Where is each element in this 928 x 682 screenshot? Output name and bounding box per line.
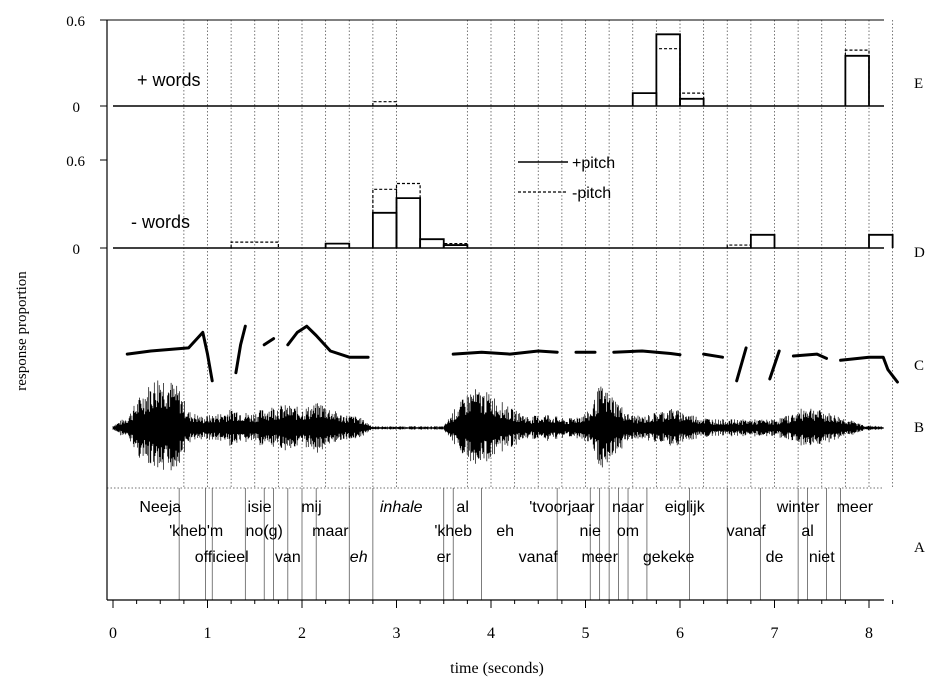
transcription-word: Neeja (139, 499, 181, 516)
pitch-segment (262, 337, 276, 347)
panel-d-ytick-top: 0.6 (66, 154, 85, 170)
bin-minus-pitch (372, 188, 398, 248)
bin-minus-pitch (372, 101, 398, 106)
bin-plus-pitch (868, 233, 894, 248)
transcription-word: gekeke (643, 549, 695, 566)
transcription-word: van (275, 549, 301, 566)
legend-minus-pitch: -pitch (572, 185, 611, 202)
panel-d-ytick-zero: 0 (73, 242, 81, 258)
x-tick-label: 7 (771, 625, 779, 642)
pitch-segment (451, 349, 559, 356)
pitch-segment (768, 349, 781, 381)
transcription-word: de (766, 549, 784, 566)
x-tick-label: 6 (676, 625, 684, 642)
y-axis-label: response proportion (14, 271, 30, 391)
panel-label-d: D (914, 245, 925, 261)
bin-plus-pitch (749, 233, 776, 248)
legend-plus-pitch: +pitch (572, 155, 615, 172)
transcription-word: meer (581, 549, 618, 566)
transcription-word: isie (247, 499, 271, 516)
pitch-segment (286, 324, 370, 359)
transcription-word: er (437, 549, 452, 566)
bin-minus-pitch (726, 244, 752, 248)
transcription-word: om (617, 523, 639, 540)
transcription-word: inhale (380, 499, 423, 516)
x-tick-label: 2 (298, 625, 306, 642)
transcription-word: vanaf (727, 523, 767, 540)
x-tick-label: 1 (204, 625, 212, 642)
waveform-trace (112, 380, 883, 471)
transcription-word: al (801, 523, 813, 540)
pitch-segment (612, 349, 682, 357)
transcription-word: 'kheb'm (169, 523, 223, 540)
transcription-word: al (456, 499, 468, 516)
transcription-word: no(g) (246, 523, 283, 540)
bin-plus-pitch (419, 238, 445, 248)
transcription-word: nie (580, 523, 601, 540)
panel-e-ytick-zero: 0 (73, 100, 81, 116)
transcription-word: eiglijk (665, 499, 706, 516)
transcription-word: mij (301, 499, 321, 516)
x-tick-label: 8 (865, 625, 873, 642)
panel-label-b: B (914, 420, 924, 436)
panel-d-title: - words (131, 212, 190, 232)
transcription-word: eh (496, 523, 514, 540)
transcription-word: 'tvoorjaar (529, 499, 595, 516)
panel-label-c: C (914, 358, 924, 374)
axes: 0 1 2 3 4 5 6 7 8 (100, 19, 894, 642)
pitch-segment (735, 346, 748, 383)
transcription-word: maar (312, 523, 349, 540)
pitch-segment (839, 355, 899, 384)
panel-e-ytick-top: 0.6 (66, 14, 85, 30)
waveform (112, 380, 884, 471)
bin-minus-pitch (395, 182, 421, 248)
pitch-segment (125, 330, 214, 383)
transcription: Neeja 'kheb'm officieel isie no(g) van mij maar… (139, 499, 873, 566)
x-axis-label: time (seconds) (450, 660, 544, 677)
pitch-segment (234, 324, 247, 375)
pitch-segment (702, 352, 724, 359)
transcription-word: naar (612, 499, 645, 516)
x-tick-label: 4 (487, 625, 495, 642)
transcription-word: eh (350, 549, 368, 566)
pitch-contour (125, 324, 899, 384)
transcription-word: meer (837, 499, 874, 516)
bin-minus-pitch (230, 241, 279, 248)
bin-minus-pitch (325, 243, 350, 248)
transcription-word: officieel (195, 549, 249, 566)
transcription-word: vanaf (519, 549, 559, 566)
transcription-word: winter (776, 499, 820, 516)
x-tick-label: 5 (582, 625, 590, 642)
panel-label-e: E (914, 76, 923, 92)
x-tick-label: 3 (393, 625, 401, 642)
panel-e-steps (113, 33, 884, 107)
panel-label-a: A (914, 540, 925, 556)
panel-e-title: + words (137, 70, 201, 90)
bin-minus-pitch (679, 92, 705, 106)
bin-minus-pitch (443, 243, 468, 248)
bin-minus-pitch (844, 49, 870, 106)
pitch-segment (791, 352, 828, 360)
transcription-word: 'kheb (434, 523, 472, 540)
transcription-word: niet (809, 549, 835, 566)
x-tick-label: 0 (109, 625, 117, 642)
panel-d-steps (113, 182, 894, 249)
